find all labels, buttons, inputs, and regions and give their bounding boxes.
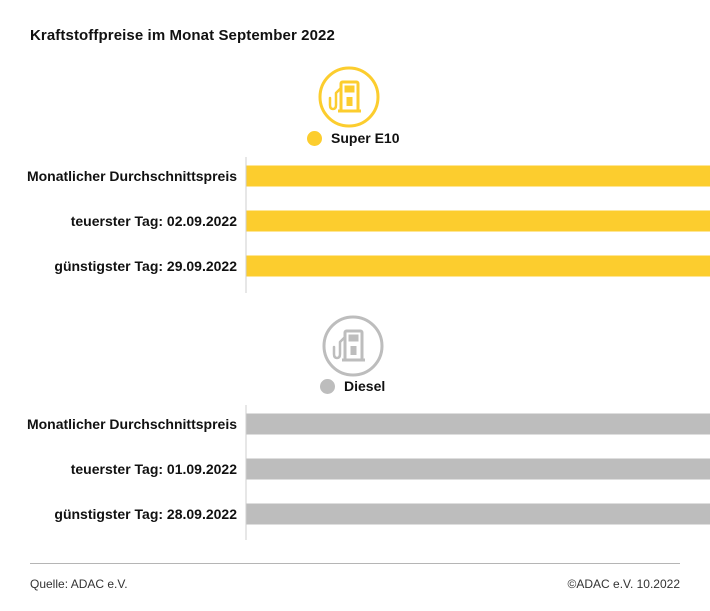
footer-divider [30,563,680,564]
chart-title: Kraftstoffpreise im Monat September 2022 [30,27,335,44]
category-label-diesel-1: teuerster Tag: 01.09.2022 [71,461,237,477]
bar-diesel-0 [246,413,710,435]
bar-diesel-1 [246,458,710,480]
bar-diesel-2 [246,503,710,525]
legend-super: Super E10 [307,130,399,146]
fuel-pump-icon-super [318,66,380,128]
category-label-diesel-0: Monatlicher Durchschnittspreis [27,416,237,432]
source-note: Quelle: ADAC e.V. [30,577,128,591]
category-label-super-0: Monatlicher Durchschnittspreis [27,168,237,184]
category-label-super-2: günstigster Tag: 29.09.2022 [54,258,237,274]
legend-label-super: Super E10 [331,130,400,146]
legend-swatch-super [307,130,322,146]
category-label-super-1: teuerster Tag: 02.09.2022 [71,213,237,229]
copyright-note: ©ADAC e.V. 10.2022 [567,577,680,591]
legend-label-diesel: Diesel [344,378,386,394]
category-label-diesel-2: günstigster Tag: 28.09.2022 [54,506,237,522]
bar-super-0 [246,165,710,187]
fuel-pump-icon-diesel [322,315,384,377]
bar-super-1 [246,210,710,232]
bar-super-2 [246,255,710,277]
legend-diesel: Diesel [320,378,385,394]
legend-swatch-diesel [320,378,335,394]
